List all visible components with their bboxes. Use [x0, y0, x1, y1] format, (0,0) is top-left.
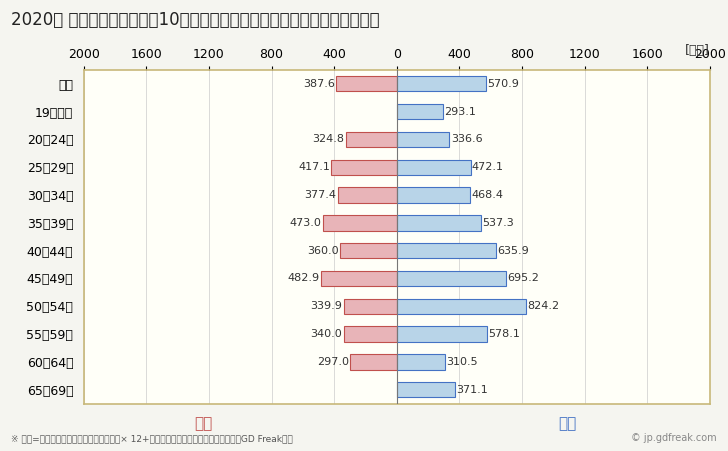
- Text: 570.9: 570.9: [487, 79, 519, 89]
- Text: 2020年 民間企業（従業者数10人以上）フルタイム労働者の男女別平均年収: 2020年 民間企業（従業者数10人以上）フルタイム労働者の男女別平均年収: [11, 11, 379, 29]
- Text: 482.9: 482.9: [288, 273, 320, 284]
- Text: 635.9: 635.9: [497, 246, 529, 256]
- Bar: [323, 215, 397, 230]
- Bar: [336, 76, 397, 92]
- Bar: [341, 243, 397, 258]
- Bar: [397, 104, 443, 119]
- Bar: [338, 188, 397, 202]
- Text: 男性: 男性: [558, 416, 577, 432]
- Bar: [350, 354, 397, 369]
- Bar: [346, 132, 397, 147]
- Bar: [397, 354, 446, 369]
- Bar: [397, 76, 486, 92]
- Text: 473.0: 473.0: [290, 218, 322, 228]
- Text: 824.2: 824.2: [527, 301, 559, 311]
- Bar: [397, 243, 496, 258]
- Bar: [397, 382, 455, 397]
- Text: 324.8: 324.8: [312, 134, 344, 144]
- Text: 417.1: 417.1: [298, 162, 331, 172]
- Bar: [331, 160, 397, 175]
- Text: 472.1: 472.1: [472, 162, 504, 172]
- Text: 377.4: 377.4: [304, 190, 336, 200]
- Bar: [397, 160, 471, 175]
- Bar: [397, 327, 487, 342]
- Text: 336.6: 336.6: [451, 134, 483, 144]
- Bar: [344, 327, 397, 342]
- Text: 293.1: 293.1: [444, 106, 476, 117]
- Bar: [397, 271, 505, 286]
- Text: [万円]: [万円]: [685, 44, 710, 56]
- Text: 340.0: 340.0: [311, 329, 342, 339]
- Bar: [397, 132, 449, 147]
- Text: 310.5: 310.5: [446, 357, 478, 367]
- Text: © jp.gdfreak.com: © jp.gdfreak.com: [631, 433, 717, 443]
- Text: 695.2: 695.2: [507, 273, 539, 284]
- Text: 387.6: 387.6: [303, 79, 335, 89]
- Bar: [397, 188, 470, 202]
- Bar: [321, 271, 397, 286]
- Text: 371.1: 371.1: [456, 385, 488, 395]
- Bar: [397, 215, 481, 230]
- Bar: [344, 299, 397, 314]
- Text: 297.0: 297.0: [317, 357, 349, 367]
- Text: 537.3: 537.3: [482, 218, 514, 228]
- Text: 339.9: 339.9: [310, 301, 342, 311]
- Text: 468.4: 468.4: [471, 190, 503, 200]
- Text: ※ 年収=「きまって支給する現金給与額」× 12+「年間賞与その他特別給与額」としてGD Freak推計: ※ 年収=「きまって支給する現金給与額」× 12+「年間賞与その他特別給与額」と…: [11, 434, 293, 443]
- Text: 360.0: 360.0: [307, 246, 339, 256]
- Text: 女性: 女性: [194, 416, 213, 432]
- Bar: [397, 299, 526, 314]
- Text: 578.1: 578.1: [488, 329, 521, 339]
